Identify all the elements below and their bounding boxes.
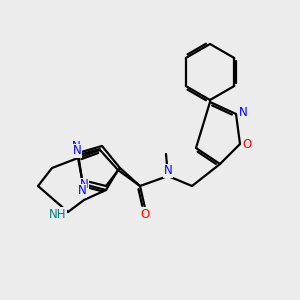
Text: N: N xyxy=(73,145,81,158)
Text: N: N xyxy=(78,184,86,197)
Text: O: O xyxy=(242,137,252,151)
Text: N: N xyxy=(238,106,247,118)
Text: N: N xyxy=(72,140,80,154)
Text: NH: NH xyxy=(49,208,67,220)
Text: N: N xyxy=(164,164,172,178)
Text: O: O xyxy=(140,208,150,220)
Text: N: N xyxy=(80,178,88,191)
